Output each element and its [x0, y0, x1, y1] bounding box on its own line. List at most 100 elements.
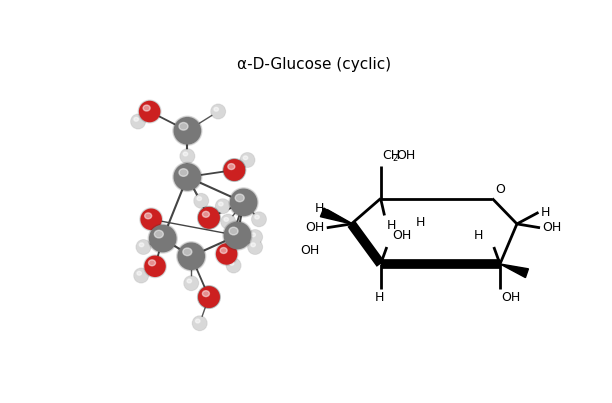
- Ellipse shape: [140, 208, 163, 231]
- Text: OH: OH: [392, 229, 411, 242]
- Ellipse shape: [131, 114, 145, 129]
- Ellipse shape: [230, 262, 234, 265]
- Ellipse shape: [134, 268, 148, 283]
- Ellipse shape: [229, 188, 258, 217]
- Text: H: H: [541, 206, 550, 219]
- Ellipse shape: [194, 193, 209, 208]
- Ellipse shape: [198, 286, 220, 308]
- Ellipse shape: [230, 189, 258, 216]
- Ellipse shape: [131, 114, 146, 129]
- Text: O: O: [495, 183, 506, 196]
- Ellipse shape: [198, 207, 220, 229]
- Ellipse shape: [240, 153, 255, 167]
- Ellipse shape: [203, 291, 209, 297]
- Text: H: H: [416, 216, 425, 229]
- Ellipse shape: [174, 163, 201, 191]
- Ellipse shape: [144, 256, 166, 277]
- Ellipse shape: [154, 230, 163, 238]
- Ellipse shape: [181, 149, 194, 163]
- Ellipse shape: [251, 233, 255, 237]
- Ellipse shape: [223, 159, 245, 181]
- Ellipse shape: [228, 164, 235, 170]
- Ellipse shape: [223, 159, 245, 181]
- Ellipse shape: [136, 240, 151, 254]
- Ellipse shape: [252, 212, 266, 226]
- Ellipse shape: [198, 286, 220, 308]
- Ellipse shape: [211, 104, 225, 118]
- Ellipse shape: [223, 159, 245, 181]
- Ellipse shape: [235, 194, 244, 202]
- Text: α-D-Glucose (cyclic): α-D-Glucose (cyclic): [237, 57, 390, 72]
- Ellipse shape: [224, 218, 228, 221]
- Ellipse shape: [226, 258, 241, 273]
- Text: OH: OH: [501, 291, 521, 304]
- Ellipse shape: [198, 286, 220, 308]
- Ellipse shape: [203, 291, 209, 297]
- Ellipse shape: [243, 156, 248, 160]
- Text: 2: 2: [392, 154, 397, 163]
- Ellipse shape: [148, 224, 177, 253]
- Ellipse shape: [218, 202, 223, 206]
- Text: OH: OH: [542, 221, 562, 234]
- Ellipse shape: [248, 230, 263, 244]
- Ellipse shape: [241, 153, 255, 167]
- Text: H: H: [375, 291, 384, 304]
- Ellipse shape: [134, 268, 149, 283]
- Ellipse shape: [137, 271, 141, 275]
- Text: OH: OH: [300, 244, 319, 258]
- Ellipse shape: [177, 242, 205, 270]
- Text: CH: CH: [382, 149, 400, 162]
- Ellipse shape: [143, 105, 150, 111]
- Ellipse shape: [198, 207, 220, 229]
- Ellipse shape: [136, 240, 151, 254]
- Ellipse shape: [223, 221, 252, 250]
- Ellipse shape: [229, 227, 238, 235]
- Ellipse shape: [193, 316, 207, 330]
- Ellipse shape: [216, 199, 230, 213]
- Ellipse shape: [140, 208, 162, 230]
- Text: OH: OH: [305, 221, 324, 234]
- Ellipse shape: [248, 240, 262, 254]
- Ellipse shape: [183, 248, 192, 256]
- Ellipse shape: [248, 240, 263, 254]
- Ellipse shape: [184, 276, 198, 290]
- Ellipse shape: [192, 316, 207, 330]
- Ellipse shape: [220, 247, 227, 253]
- Ellipse shape: [197, 197, 201, 201]
- Text: OH: OH: [396, 149, 416, 162]
- Ellipse shape: [215, 243, 238, 265]
- Ellipse shape: [183, 152, 188, 156]
- Ellipse shape: [138, 100, 161, 123]
- Ellipse shape: [195, 319, 200, 323]
- Polygon shape: [321, 208, 351, 224]
- Ellipse shape: [198, 206, 220, 229]
- Ellipse shape: [177, 242, 206, 271]
- Ellipse shape: [184, 276, 198, 291]
- Ellipse shape: [179, 123, 188, 130]
- Ellipse shape: [198, 206, 220, 229]
- Ellipse shape: [173, 162, 202, 191]
- Ellipse shape: [149, 225, 177, 252]
- Ellipse shape: [228, 164, 235, 170]
- Ellipse shape: [214, 107, 218, 111]
- Ellipse shape: [223, 159, 245, 181]
- Ellipse shape: [216, 243, 237, 265]
- Ellipse shape: [139, 101, 160, 122]
- Ellipse shape: [174, 117, 201, 145]
- Ellipse shape: [251, 243, 255, 247]
- Ellipse shape: [173, 116, 202, 145]
- Ellipse shape: [215, 199, 230, 214]
- Ellipse shape: [203, 211, 209, 217]
- Ellipse shape: [144, 255, 166, 278]
- Ellipse shape: [198, 286, 220, 308]
- Ellipse shape: [134, 117, 138, 121]
- Text: H: H: [387, 218, 396, 232]
- Polygon shape: [500, 264, 528, 278]
- Ellipse shape: [140, 243, 144, 247]
- Ellipse shape: [252, 212, 266, 226]
- Ellipse shape: [149, 260, 155, 266]
- Ellipse shape: [144, 213, 152, 219]
- Ellipse shape: [211, 104, 225, 119]
- Ellipse shape: [222, 215, 235, 229]
- Ellipse shape: [194, 194, 208, 208]
